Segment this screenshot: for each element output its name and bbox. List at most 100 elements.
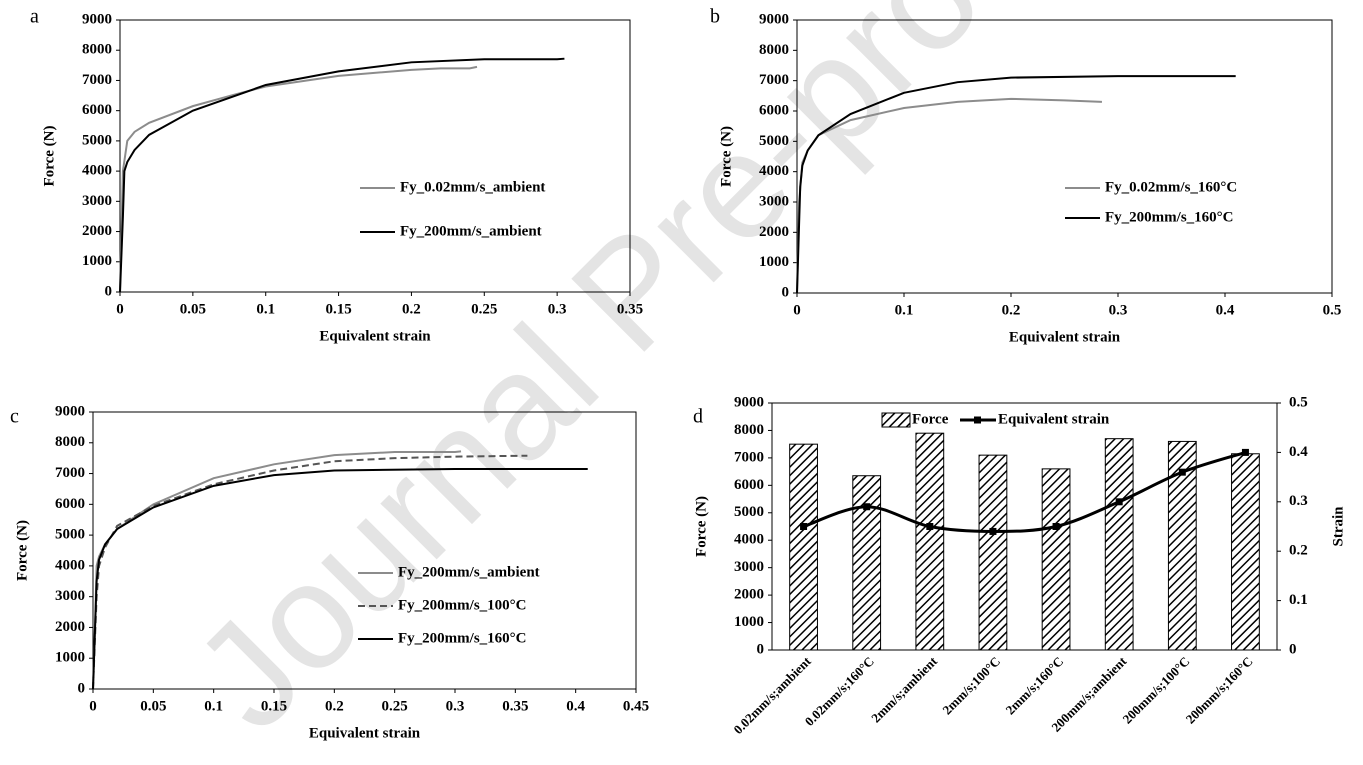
plot-frame <box>92 411 637 690</box>
legend-label: Fy_200mm/s_ambient <box>398 564 540 580</box>
y-tick-label: 8000 <box>82 42 112 58</box>
y-tick-label: 0 <box>757 641 765 657</box>
bar <box>915 432 945 651</box>
y-tick-label: 3000 <box>82 193 112 209</box>
y-tick-label: 5000 <box>82 132 112 148</box>
x-tick-label: 0.45 <box>623 698 649 714</box>
legend-label: Force <box>912 411 949 427</box>
x-tick-label: 0.2 <box>1002 302 1021 318</box>
y-tick-label: 4000 <box>759 163 789 179</box>
panel-label: d <box>693 406 703 428</box>
strain-marker <box>1115 498 1123 506</box>
legend-label: Fy_0.02mm/s_ambient <box>400 179 545 195</box>
bar <box>789 443 818 651</box>
y2-tick-label: 0 <box>1289 641 1297 657</box>
x-tick-label: 0.15 <box>261 698 287 714</box>
y2-tick-label: 0.3 <box>1289 493 1308 509</box>
y2-tick-label: 0.5 <box>1289 394 1308 410</box>
y-tick-label: 5000 <box>55 527 85 543</box>
bar <box>1104 438 1134 651</box>
x-axis-label: Equivalent strain <box>309 725 421 741</box>
strain-marker <box>989 527 997 535</box>
x-tick-label: 0.1 <box>256 301 275 317</box>
y-tick-label: 9000 <box>82 11 112 27</box>
y-tick-label: 7000 <box>759 72 789 88</box>
x-tick-label: 0.25 <box>471 301 497 317</box>
y-axis-label: Force (N) <box>693 496 709 557</box>
legend-swatch <box>881 412 911 428</box>
line-series <box>92 450 462 690</box>
x-tick-label: 0 <box>89 698 97 714</box>
plot-frame <box>771 402 1278 651</box>
x-tick-label: 0.2 <box>325 698 344 714</box>
x-tick-label: 0.35 <box>617 301 643 317</box>
y2-tick-label: 0.4 <box>1289 444 1308 460</box>
y-tick-label: 2000 <box>55 619 85 635</box>
y-tick-label: 3000 <box>759 193 789 209</box>
y-tick-label: 8000 <box>734 422 764 438</box>
y-axis-label: Force (N) <box>718 126 734 187</box>
y-tick-label: 0 <box>105 283 113 299</box>
x-tick-label: 0.05 <box>140 698 166 714</box>
legend-label: Equivalent strain <box>998 411 1110 427</box>
y2-tick-label: 0.2 <box>1289 543 1308 559</box>
x-tick-label: 0.4 <box>566 698 585 714</box>
y-axis-label: Force (N) <box>14 520 30 581</box>
plot-frame <box>119 19 631 293</box>
strain-marker <box>1052 523 1060 530</box>
x-tick-label: 0.4 <box>1216 302 1235 318</box>
legend-label: Fy_0.02mm/s_160°C <box>1105 179 1237 195</box>
y-tick-label: 7000 <box>55 465 85 481</box>
x-tick-label: 0.5 <box>1323 302 1342 318</box>
y-tick-label: 3000 <box>55 588 85 604</box>
y-tick-label: 0 <box>78 680 86 696</box>
plot-frame <box>796 19 1333 294</box>
strain-marker <box>1241 448 1249 456</box>
line-series <box>92 454 528 690</box>
bar <box>1231 453 1260 651</box>
y-tick-label: 1000 <box>734 614 764 630</box>
x-tick-label: 2mm/s;ambient <box>868 653 940 725</box>
y-tick-label: 3000 <box>734 559 764 575</box>
x-axis-label: Equivalent strain <box>319 328 431 344</box>
y-tick-label: 1000 <box>82 253 112 269</box>
strain-marker <box>800 523 808 530</box>
y-tick-label: 2000 <box>734 587 764 603</box>
y-tick-label: 5000 <box>734 504 764 520</box>
y-tick-label: 6000 <box>734 477 764 493</box>
y-tick-label: 4000 <box>82 163 112 179</box>
strain-marker <box>863 503 871 511</box>
legend-swatch <box>974 416 981 424</box>
x-tick-label: 0.02mm/s;ambient <box>730 653 814 737</box>
y-tick-label: 7000 <box>734 449 764 465</box>
line-series <box>796 75 1236 294</box>
y-tick-label: 6000 <box>55 496 85 512</box>
x-tick-label: 0.15 <box>325 301 351 317</box>
panel-label: a <box>30 6 39 28</box>
legend-label: Fy_200mm/s_ambient <box>400 223 542 239</box>
legend-label: Fy_200mm/s_160°C <box>398 630 527 646</box>
x-tick-label: 200mm/s;100°C <box>1120 654 1193 727</box>
x-tick-label: 0.1 <box>204 698 223 714</box>
legend-label: Fy_200mm/s_100°C <box>398 597 527 613</box>
y-tick-label: 4000 <box>734 532 764 548</box>
y-tick-label: 9000 <box>734 394 764 410</box>
bar <box>978 454 1008 651</box>
x-tick-label: 0.3 <box>1109 302 1128 318</box>
x-tick-label: 0.25 <box>382 698 408 714</box>
x-axis-label: Equivalent strain <box>1009 329 1121 345</box>
y-tick-label: 1000 <box>759 254 789 270</box>
legend-label: Fy_200mm/s_160°C <box>1105 209 1234 225</box>
watermark: Journal Pre-proof <box>162 0 1100 760</box>
line-series <box>119 57 565 293</box>
panel-label: b <box>710 6 720 28</box>
x-tick-label: 200mm/s;160°C <box>1183 654 1256 727</box>
line-series <box>92 467 588 690</box>
y-axis-label: Force (N) <box>41 126 57 187</box>
y-tick-label: 4000 <box>55 557 85 573</box>
strain-marker <box>926 523 934 530</box>
y-tick-label: 9000 <box>55 403 85 419</box>
bar <box>1041 468 1071 651</box>
x-tick-label: 0.05 <box>180 301 206 317</box>
